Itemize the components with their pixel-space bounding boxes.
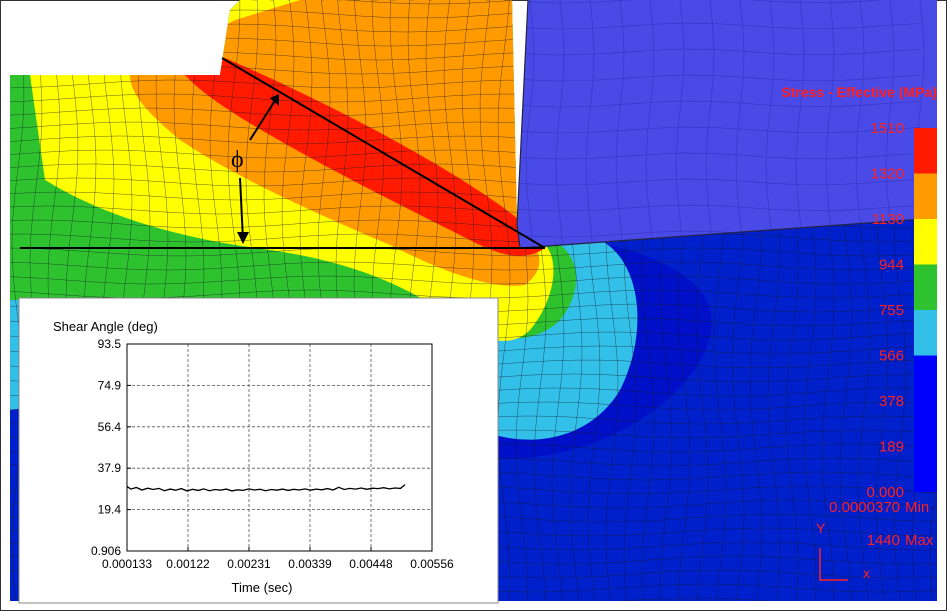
y-tick-label: 56.4 (98, 420, 122, 434)
x-tick-label: 0.00339 (288, 557, 332, 571)
legend-max-word: Max (905, 532, 934, 549)
band-red-shear-zone (185, 58, 545, 256)
legend-min-value: 0.0000370 (829, 499, 900, 516)
tool-mesh-lines (517, 0, 925, 248)
legend-swatch (914, 173, 937, 219)
tool-outline (516, 0, 938, 249)
legend-color-bar (914, 128, 937, 492)
chart-title: Shear Angle (deg) (53, 319, 158, 334)
legend-level-label: 1510 (871, 120, 904, 137)
chart-panel (18, 297, 499, 604)
shear-plane-line (221, 57, 546, 249)
tool-body (517, 0, 937, 248)
x-tick-label: 0.00556 (410, 557, 454, 571)
legend-level-label: 378 (879, 393, 904, 410)
angle-arrow-lower (239, 177, 244, 241)
legend-level-label: 566 (879, 348, 904, 365)
legend-level-label: 0.000 (866, 484, 904, 501)
legend-title: Stress - Effective (MPa) (781, 84, 937, 100)
x-tick-label: 0.00231 (227, 557, 271, 571)
y-tick-label: 37.9 (98, 461, 122, 475)
angle-arrowhead-lower (237, 232, 249, 244)
series-line-shear-angle (126, 484, 406, 492)
tool-mesh (517, 0, 925, 248)
legend-swatch (914, 219, 937, 265)
y-tick-label: 74.9 (98, 378, 122, 392)
x-tick-label: 0.00448 (349, 557, 393, 571)
legend-swatch (914, 355, 937, 401)
axis-triad-icon (819, 548, 848, 581)
legend-level-label: 755 (879, 302, 904, 319)
y-tick-label: 0.906 (91, 544, 121, 558)
axis-y-label: Y (816, 520, 826, 536)
stress-legend: Stress - Effective (MPa) 1510 1320 1130 944… (781, 84, 937, 581)
y-tick-label: 19.4 (98, 503, 122, 517)
legend-level-label: 189 (879, 439, 904, 456)
legend-min-word: Min (905, 499, 929, 516)
chart-x-axis-label: Time (sec) (232, 580, 293, 595)
y-tick-label: 93.5 (98, 337, 122, 351)
x-tick-label: 0.00122 (166, 557, 210, 571)
legend-level-label: 1320 (871, 166, 904, 183)
legend-swatch (914, 310, 937, 356)
legend-swatch (914, 264, 937, 310)
legend-level-label: 1130 (872, 211, 904, 228)
legend-level-label: 944 (879, 257, 904, 274)
legend-swatch (914, 446, 937, 492)
legend-labels: 1510 1320 1130 944 755 566 378 189 0.000 (866, 120, 904, 501)
cutting-tool (517, 0, 937, 248)
x-tick-label: 0.000133 (102, 557, 152, 571)
legend-swatch (914, 401, 937, 447)
shear-angle-chart: Shear Angle (deg) 0.906 19.4 37.9 56.4 74.9 9… (18, 297, 499, 604)
axis-x-label: x (863, 565, 870, 581)
legend-swatch (914, 128, 937, 174)
chart-plot-frame (126, 343, 433, 552)
angle-arrowhead-upper (270, 94, 279, 106)
shear-angle-symbol: ϕ (231, 147, 244, 173)
angle-arrow-upper (249, 98, 277, 141)
chart-grid (127, 344, 432, 551)
legend-max-value: 1440 (867, 532, 900, 549)
chart-x-tick-labels: 0.000133 0.00122 0.00231 0.00339 0.00448 0.00… (102, 547, 454, 571)
chart-y-tick-labels: 0.906 19.4 37.9 56.4 74.9 93.5 (91, 337, 131, 558)
